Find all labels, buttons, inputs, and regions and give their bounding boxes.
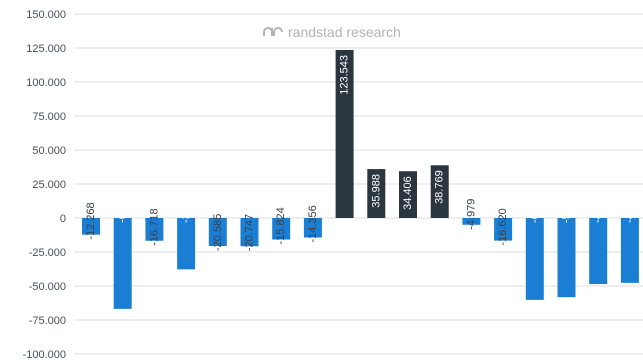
- bar: [113, 218, 132, 309]
- data-label: -20.747: [244, 214, 256, 251]
- bar: [177, 218, 196, 270]
- data-label: -58.216: [561, 186, 573, 223]
- data-label: -16.718: [148, 208, 160, 245]
- y-tick-label: -25.000: [29, 247, 66, 259]
- y-tick-label: 125.000: [26, 43, 66, 55]
- y-axis: 150.000 125.000 100.000 75.000 50.000 25.000 0…: [23, 9, 66, 361]
- watermark-text: randstad research: [288, 24, 401, 40]
- y-tick-label: -50.000: [29, 281, 66, 293]
- bar: [303, 218, 322, 238]
- data-label: 38.769: [434, 170, 446, 204]
- data-label: 34.406: [402, 176, 414, 210]
- data-label: -16.620: [497, 208, 509, 245]
- y-tick-label: -100.000: [23, 349, 66, 361]
- data-label: -15.824: [275, 207, 287, 244]
- data-label: -4.979: [465, 199, 477, 230]
- bar: [399, 171, 417, 218]
- bar: [82, 218, 100, 235]
- data-label: -47.697: [624, 186, 636, 223]
- bar: [208, 218, 227, 246]
- gridlines: [74, 13, 643, 355]
- data-label: -48.559: [592, 186, 604, 223]
- bar: [367, 169, 386, 218]
- bar: [557, 218, 576, 298]
- y-tick-label: 25.000: [32, 179, 66, 191]
- y-tick-label: -75.000: [29, 315, 66, 327]
- data-label: 123.543: [339, 55, 351, 95]
- data-label: -20.585: [212, 214, 224, 251]
- data-label: -66.805: [117, 186, 129, 223]
- watermark: randstad research: [263, 24, 401, 40]
- data-label: -60.214: [529, 186, 541, 223]
- bar: [240, 218, 259, 247]
- data-label: -12.268: [85, 202, 97, 239]
- y-tick-label: 150.000: [26, 9, 66, 21]
- bar: [620, 218, 639, 283]
- y-tick-label: 100.000: [26, 77, 66, 89]
- bar: [145, 218, 164, 241]
- bar: [589, 218, 608, 285]
- y-tick-label: 50.000: [32, 145, 66, 157]
- data-label: -14.356: [307, 205, 319, 242]
- bar: [272, 218, 291, 240]
- bar: [335, 49, 354, 218]
- randstad-logo-icon: [263, 27, 283, 36]
- y-tick-label: 75.000: [32, 111, 66, 123]
- bar: [494, 218, 513, 241]
- bar: [462, 218, 481, 225]
- data-label: 35.988: [370, 174, 382, 208]
- data-label: -37.754: [180, 186, 192, 223]
- data-labels: -12.268 -66.805 -16.718 -37.754 -20.585 -20.7…: [85, 55, 636, 251]
- bar: [430, 165, 449, 218]
- bar: [525, 218, 544, 300]
- bars: [82, 49, 639, 309]
- y-tick-label: 0: [60, 213, 66, 225]
